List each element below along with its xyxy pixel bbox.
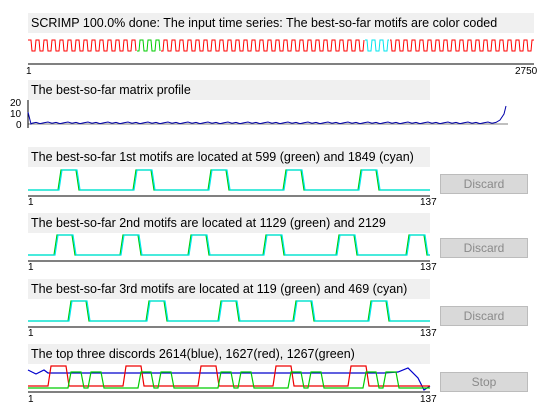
stop-button[interactable]: Stop (440, 372, 528, 392)
discord-blue-line (27, 367, 431, 391)
mp-y-tick-10: 10 (10, 109, 22, 120)
discard-motif3-button[interactable]: Discard (440, 306, 528, 326)
timeseries-x-max: 2750 (515, 66, 538, 77)
motif1-title: The best-so-far 1st motifs are located a… (28, 147, 430, 167)
motif1-x-min: 1 (28, 197, 34, 208)
discords-title: The top three discords 2614(blue), 1627(… (28, 344, 430, 364)
discard-motif2-button[interactable]: Discard (440, 238, 528, 258)
timeseries-motif-cyan (365, 39, 389, 52)
mp-y-tick-20: 20 (10, 98, 22, 109)
motif1-plot (28, 169, 430, 197)
motif1-cyan-line (28, 169, 430, 191)
discords-plot (27, 365, 431, 393)
timeseries-line-c (390, 39, 534, 52)
motif3-cyan-line (28, 300, 430, 322)
matrix-profile-plot (27, 100, 508, 128)
motif1-x-max: 137 (420, 197, 437, 208)
motif2-title: The best-so-far 2nd motifs are located a… (28, 213, 430, 233)
timeseries-title: SCRIMP 100.0% done: The input time serie… (28, 13, 534, 33)
discords-x-min: 1 (28, 394, 34, 405)
motif2-x-min: 1 (28, 262, 34, 273)
timeseries-plot (28, 39, 534, 65)
discord-green-line (28, 371, 430, 389)
timeseries-line-b (161, 39, 365, 52)
matrix-profile-title: The best-so-far matrix profile (28, 80, 430, 100)
motif2-green-line (28, 234, 430, 256)
discords-x-max: 137 (420, 394, 437, 405)
motif3-title: The best-so-far 3rd motifs are located a… (28, 279, 430, 299)
mp-y-tick-0: 0 (16, 120, 22, 131)
motif2-x-max: 137 (420, 262, 437, 273)
motif2-cyan-line (28, 234, 430, 256)
timeseries-motif-green (137, 39, 161, 52)
timeseries-line-a (28, 39, 137, 52)
motif3-plot (28, 300, 430, 328)
discard-motif1-button[interactable]: Discard (440, 174, 528, 194)
motif2-plot (28, 234, 430, 262)
motif3-x-min: 1 (28, 328, 34, 339)
discord-red-line (28, 365, 430, 387)
motif3-x-max: 137 (420, 328, 437, 339)
matrix-profile-line (27, 105, 507, 125)
timeseries-x-min: 1 (26, 66, 32, 77)
